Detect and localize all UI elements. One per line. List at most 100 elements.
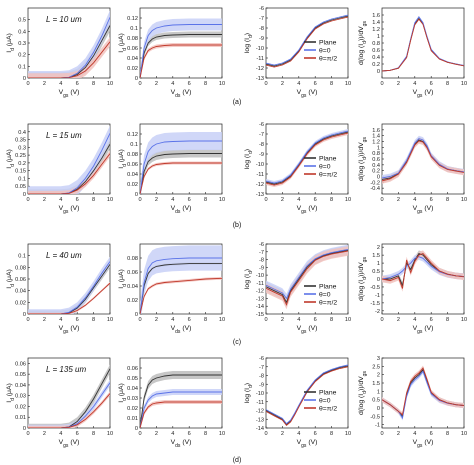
series-line-theta0 xyxy=(382,370,464,420)
x-tick-label: 6 xyxy=(314,431,317,437)
series-line-theta0 xyxy=(140,24,222,78)
panel-a2: 0 2 4 6 8 10 0 0.02 0.04 0.06 0.08 0.1 0.12 Vds (V) Id… xyxy=(118,7,225,99)
legend-label-plane: Plane xyxy=(319,155,337,162)
series-line-theta0 xyxy=(28,261,110,314)
plot-frame xyxy=(265,7,349,79)
x-tick-label: 4 xyxy=(171,431,174,437)
y-tick-label: -13 xyxy=(256,76,264,82)
x-tick-label: 0 xyxy=(138,81,141,87)
x-tick-label: 10 xyxy=(461,317,467,323)
y-tick-label: 1 xyxy=(377,389,380,395)
band-theta0 xyxy=(28,256,110,314)
y-tick-label: 0.6 xyxy=(372,48,380,54)
x-tick-label: 4 xyxy=(59,81,62,87)
y-tick-label: 0.02 xyxy=(127,66,138,72)
y-tick-label: 0.2 xyxy=(18,161,26,167)
y-axis-label: log (Id) xyxy=(244,149,254,169)
x-tick-label: 4 xyxy=(297,81,300,87)
y-axis-label: d(log (Id))/dVgs xyxy=(358,137,368,181)
x-tick-label: 10 xyxy=(219,81,225,87)
y-tick-label: 0.8 xyxy=(372,41,380,47)
band-plane xyxy=(140,31,222,78)
y-tick-label: -0.2 xyxy=(370,180,380,186)
y-tick-label: 0.4 xyxy=(372,55,380,61)
band-theta0 xyxy=(140,18,222,78)
plot-frame xyxy=(265,123,349,195)
y-tick-label: 0 xyxy=(23,426,26,432)
x-tick-label: 6 xyxy=(188,317,191,323)
x-tick-label: 10 xyxy=(345,197,351,203)
series-line-thetapi2 xyxy=(266,366,348,427)
y-tick-label: -1 xyxy=(375,293,380,299)
y-tick-label: -13 xyxy=(256,417,264,423)
x-tick-label: 8 xyxy=(92,317,95,323)
y-tick-label: -0.5 xyxy=(370,414,380,420)
x-tick-label: 2 xyxy=(397,431,400,437)
y-tick-label: 0.04 xyxy=(15,289,26,295)
x-tick-label: 2 xyxy=(397,81,400,87)
y-axis-label: Id (μA) xyxy=(6,149,16,169)
x-tick-label: 0 xyxy=(264,197,267,203)
y-tick-label: 0 xyxy=(377,69,380,75)
y-tick-label: -15 xyxy=(256,312,264,318)
x-tick-label: 2 xyxy=(397,197,400,203)
x-tick-label: 4 xyxy=(59,431,62,437)
series-line-thetapi2 xyxy=(266,16,348,68)
y-tick-label: 1 xyxy=(377,145,380,151)
x-axis-label: Vgs (V) xyxy=(59,439,80,449)
y-tick-label: 0 xyxy=(135,76,138,82)
x-tick-label: 10 xyxy=(107,81,113,87)
y-tick-label: -13 xyxy=(256,192,264,198)
x-tick-label: 2 xyxy=(281,317,284,323)
x-tick-label: 6 xyxy=(430,81,433,87)
series-group xyxy=(28,10,110,78)
y-tick-label: 0.3 xyxy=(18,41,26,47)
legend-label-theta0: θ=0 xyxy=(319,163,331,170)
y-tick-label: 0.1 xyxy=(130,142,138,148)
panel-c1: 0 2 4 6 8 10 0 0.02 0.04 0.06 0.08 0.1 Vgs (V) Id (μA… xyxy=(6,243,113,335)
x-axis-label: Vgs (V) xyxy=(297,89,318,99)
y-tick-label: 0 xyxy=(377,277,380,283)
y-tick-label: 0 xyxy=(377,406,380,412)
y-tick-label: 0.03 xyxy=(15,394,26,400)
y-tick-label: 0.04 xyxy=(127,56,138,62)
y-tick-label: -0.4 xyxy=(370,186,380,192)
series-line-plane xyxy=(28,264,110,314)
x-axis-label: Vgs (V) xyxy=(297,325,318,335)
series-line-thetapi2 xyxy=(382,252,464,289)
series-group xyxy=(28,125,110,194)
x-tick-label: 0 xyxy=(380,197,383,203)
x-tick-label: 6 xyxy=(188,197,191,203)
y-tick-label: -11 xyxy=(256,172,264,178)
y-tick-label: 0.1 xyxy=(18,64,26,70)
band-thetapi2 xyxy=(140,276,222,314)
y-tick-label: -13 xyxy=(256,296,264,302)
x-tick-label: 2 xyxy=(397,317,400,323)
series-line-thetapi2 xyxy=(28,41,110,78)
panel-annotation: L = 10 um xyxy=(46,15,82,24)
band-theta0 xyxy=(140,245,222,314)
y-tick-label: 0.06 xyxy=(15,277,26,283)
legend-label-plane: Plane xyxy=(319,39,337,46)
series-group xyxy=(382,135,464,184)
y-tick-label: 0.2 xyxy=(372,62,380,68)
series-group xyxy=(382,365,464,421)
series-line-theta0 xyxy=(140,257,222,314)
y-tick-label: -8 xyxy=(259,26,264,32)
y-tick-label: 0 xyxy=(23,312,26,318)
series-line-thetapi2 xyxy=(140,401,222,428)
x-tick-label: 0 xyxy=(380,317,383,323)
panel-b3: 0 2 4 6 8 10 -13 -12 -11 -10 -9 -8 -7 -6 Vgs (V) log (I… xyxy=(244,122,351,215)
x-tick-label: 2 xyxy=(155,197,158,203)
x-tick-label: 10 xyxy=(107,317,113,323)
x-tick-label: 8 xyxy=(204,197,207,203)
y-tick-label: 0.12 xyxy=(127,132,138,138)
y-tick-label: 0.02 xyxy=(15,404,26,410)
series-line-plane xyxy=(140,153,222,194)
x-tick-label: 6 xyxy=(76,317,79,323)
series-group xyxy=(140,371,222,428)
y-tick-label: -7 xyxy=(259,365,264,371)
y-tick-label: 0.03 xyxy=(127,396,138,402)
y-axis-label: Id (μA) xyxy=(118,149,128,169)
